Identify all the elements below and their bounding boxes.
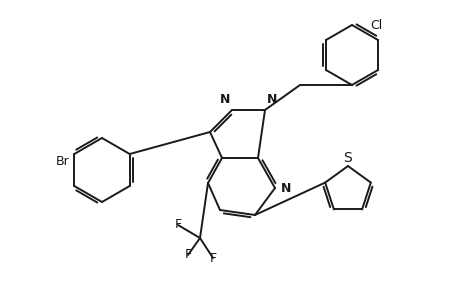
Text: N: N (280, 182, 291, 194)
Text: Br: Br (55, 154, 69, 167)
Text: F: F (184, 248, 191, 262)
Text: S: S (343, 151, 352, 165)
Text: Cl: Cl (369, 19, 381, 32)
Text: N: N (266, 93, 277, 106)
Text: F: F (209, 251, 216, 265)
Text: N: N (219, 93, 230, 106)
Text: F: F (174, 218, 181, 232)
